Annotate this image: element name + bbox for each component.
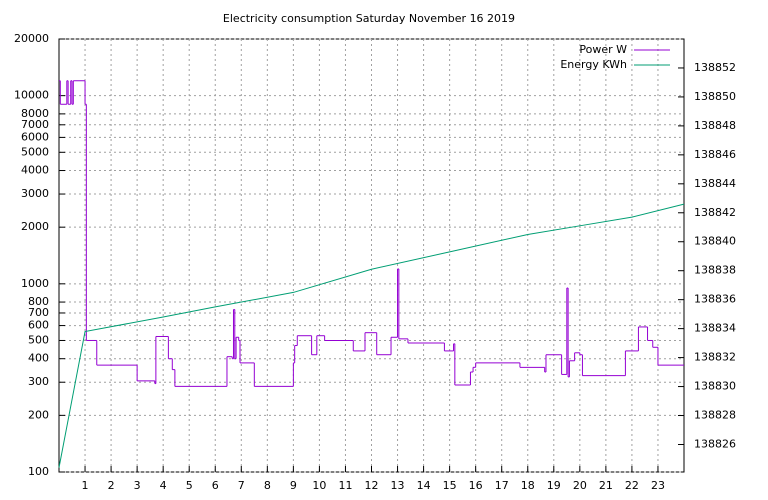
x-tick-label: 13 [391,479,405,492]
y2-tick-label: 138828 [694,409,736,422]
y-tick-label: 800 [28,295,49,308]
x-tick-label: 10 [312,479,326,492]
x-tick-label: 16 [469,479,483,492]
y2-tick-label: 138850 [694,90,736,103]
x-tick-label: 21 [599,479,613,492]
x-tick-label: 23 [651,479,665,492]
y-tick-label: 7000 [21,118,49,131]
y-tick-label: 2000 [21,220,49,233]
y-tick-label: 600 [28,319,49,332]
y-tick-label: 6000 [21,130,49,143]
y-tick-label: 700 [28,306,49,319]
y-tick-label: 3000 [21,187,49,200]
y2-tick-label: 138836 [694,293,736,306]
x-tick-label: 11 [338,479,352,492]
y2-tick-label: 138852 [694,61,736,74]
x-tick-label: 7 [238,479,245,492]
y2-tick-label: 138838 [694,264,736,277]
x-tick-label: 4 [160,479,167,492]
x-tick-label: 12 [365,479,379,492]
legend-label: Energy KWh [560,58,627,71]
y2-tick-label: 138848 [694,119,736,132]
x-tick-label: 22 [625,479,639,492]
x-tick-label: 6 [212,479,219,492]
y-tick-label: 400 [28,352,49,365]
y-tick-label: 4000 [21,164,49,177]
y-tick-label: 100 [28,465,49,478]
energy-line [58,203,685,468]
y2-tick-label: 138834 [694,322,736,335]
y2-tick-label: 138832 [694,351,736,364]
x-tick-label: 18 [521,479,535,492]
y2-tick-label: 138830 [694,380,736,393]
y-tick-label: 10000 [14,89,49,102]
y-tick-label: 8000 [21,107,49,120]
x-tick-label: 9 [290,479,297,492]
y-tick-label: 200 [28,408,49,421]
y-tick-label: 20000 [14,32,49,45]
x-tick-label: 14 [417,479,431,492]
x-tick-label: 3 [134,479,141,492]
y2-tick-label: 138840 [694,235,736,248]
x-tick-label: 2 [108,479,115,492]
x-tick-label: 19 [547,479,561,492]
y2-tick-label: 138842 [694,206,736,219]
legend-label: Power W [579,43,627,56]
x-tick-label: 15 [443,479,457,492]
y2-tick-label: 138826 [694,437,736,450]
x-tick-label: 8 [264,479,271,492]
y-tick-label: 5000 [21,145,49,158]
y-tick-label: 1000 [21,277,49,290]
y-tick-label: 300 [28,375,49,388]
y-tick-label: 500 [28,333,49,346]
x-tick-label: 20 [573,479,587,492]
x-tick-label: 17 [495,479,509,492]
x-tick-label: 5 [186,479,193,492]
y2-tick-label: 138846 [694,148,736,161]
chart-title: Electricity consumption Saturday Novembe… [223,12,515,25]
x-tick-label: 1 [82,479,89,492]
y2-tick-label: 138844 [694,177,736,190]
